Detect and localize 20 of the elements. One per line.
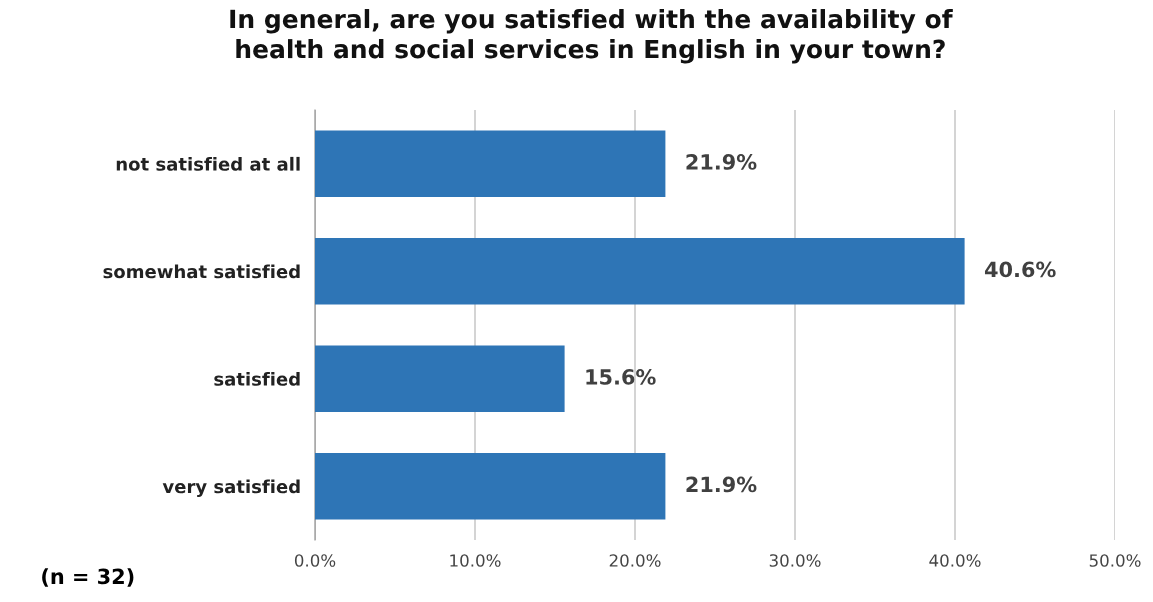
x-tick-label: 0.0% bbox=[294, 554, 336, 567]
bar bbox=[315, 452, 666, 520]
y-tick-label: very satisfied bbox=[162, 479, 300, 498]
data-label: 15.6% bbox=[586, 369, 656, 385]
x-tick-label: 10.0% bbox=[450, 554, 501, 567]
y-tick-label: not satisfied at all bbox=[116, 156, 300, 171]
y-tick-label: somewhat satisfied bbox=[103, 264, 300, 279]
data-label: 21.9% bbox=[686, 476, 757, 493]
x-tick-label: 20.0% bbox=[609, 554, 661, 567]
bar bbox=[315, 345, 565, 413]
bar bbox=[315, 237, 965, 305]
chart-title: In general, are you satisfied with the availability of health and social services in English in your town? bbox=[230, 9, 953, 64]
bar bbox=[315, 130, 666, 198]
x-tick-label: 40.0% bbox=[929, 554, 981, 567]
y-tick-label: satisfied bbox=[214, 371, 300, 386]
x-tick-label: 30.0% bbox=[769, 554, 821, 567]
x-tick-label: 50.0% bbox=[1089, 554, 1141, 567]
data-label: 40.6% bbox=[984, 261, 1056, 278]
text: (n = 32) bbox=[42, 568, 134, 587]
data-label: 21.9% bbox=[686, 154, 757, 170]
